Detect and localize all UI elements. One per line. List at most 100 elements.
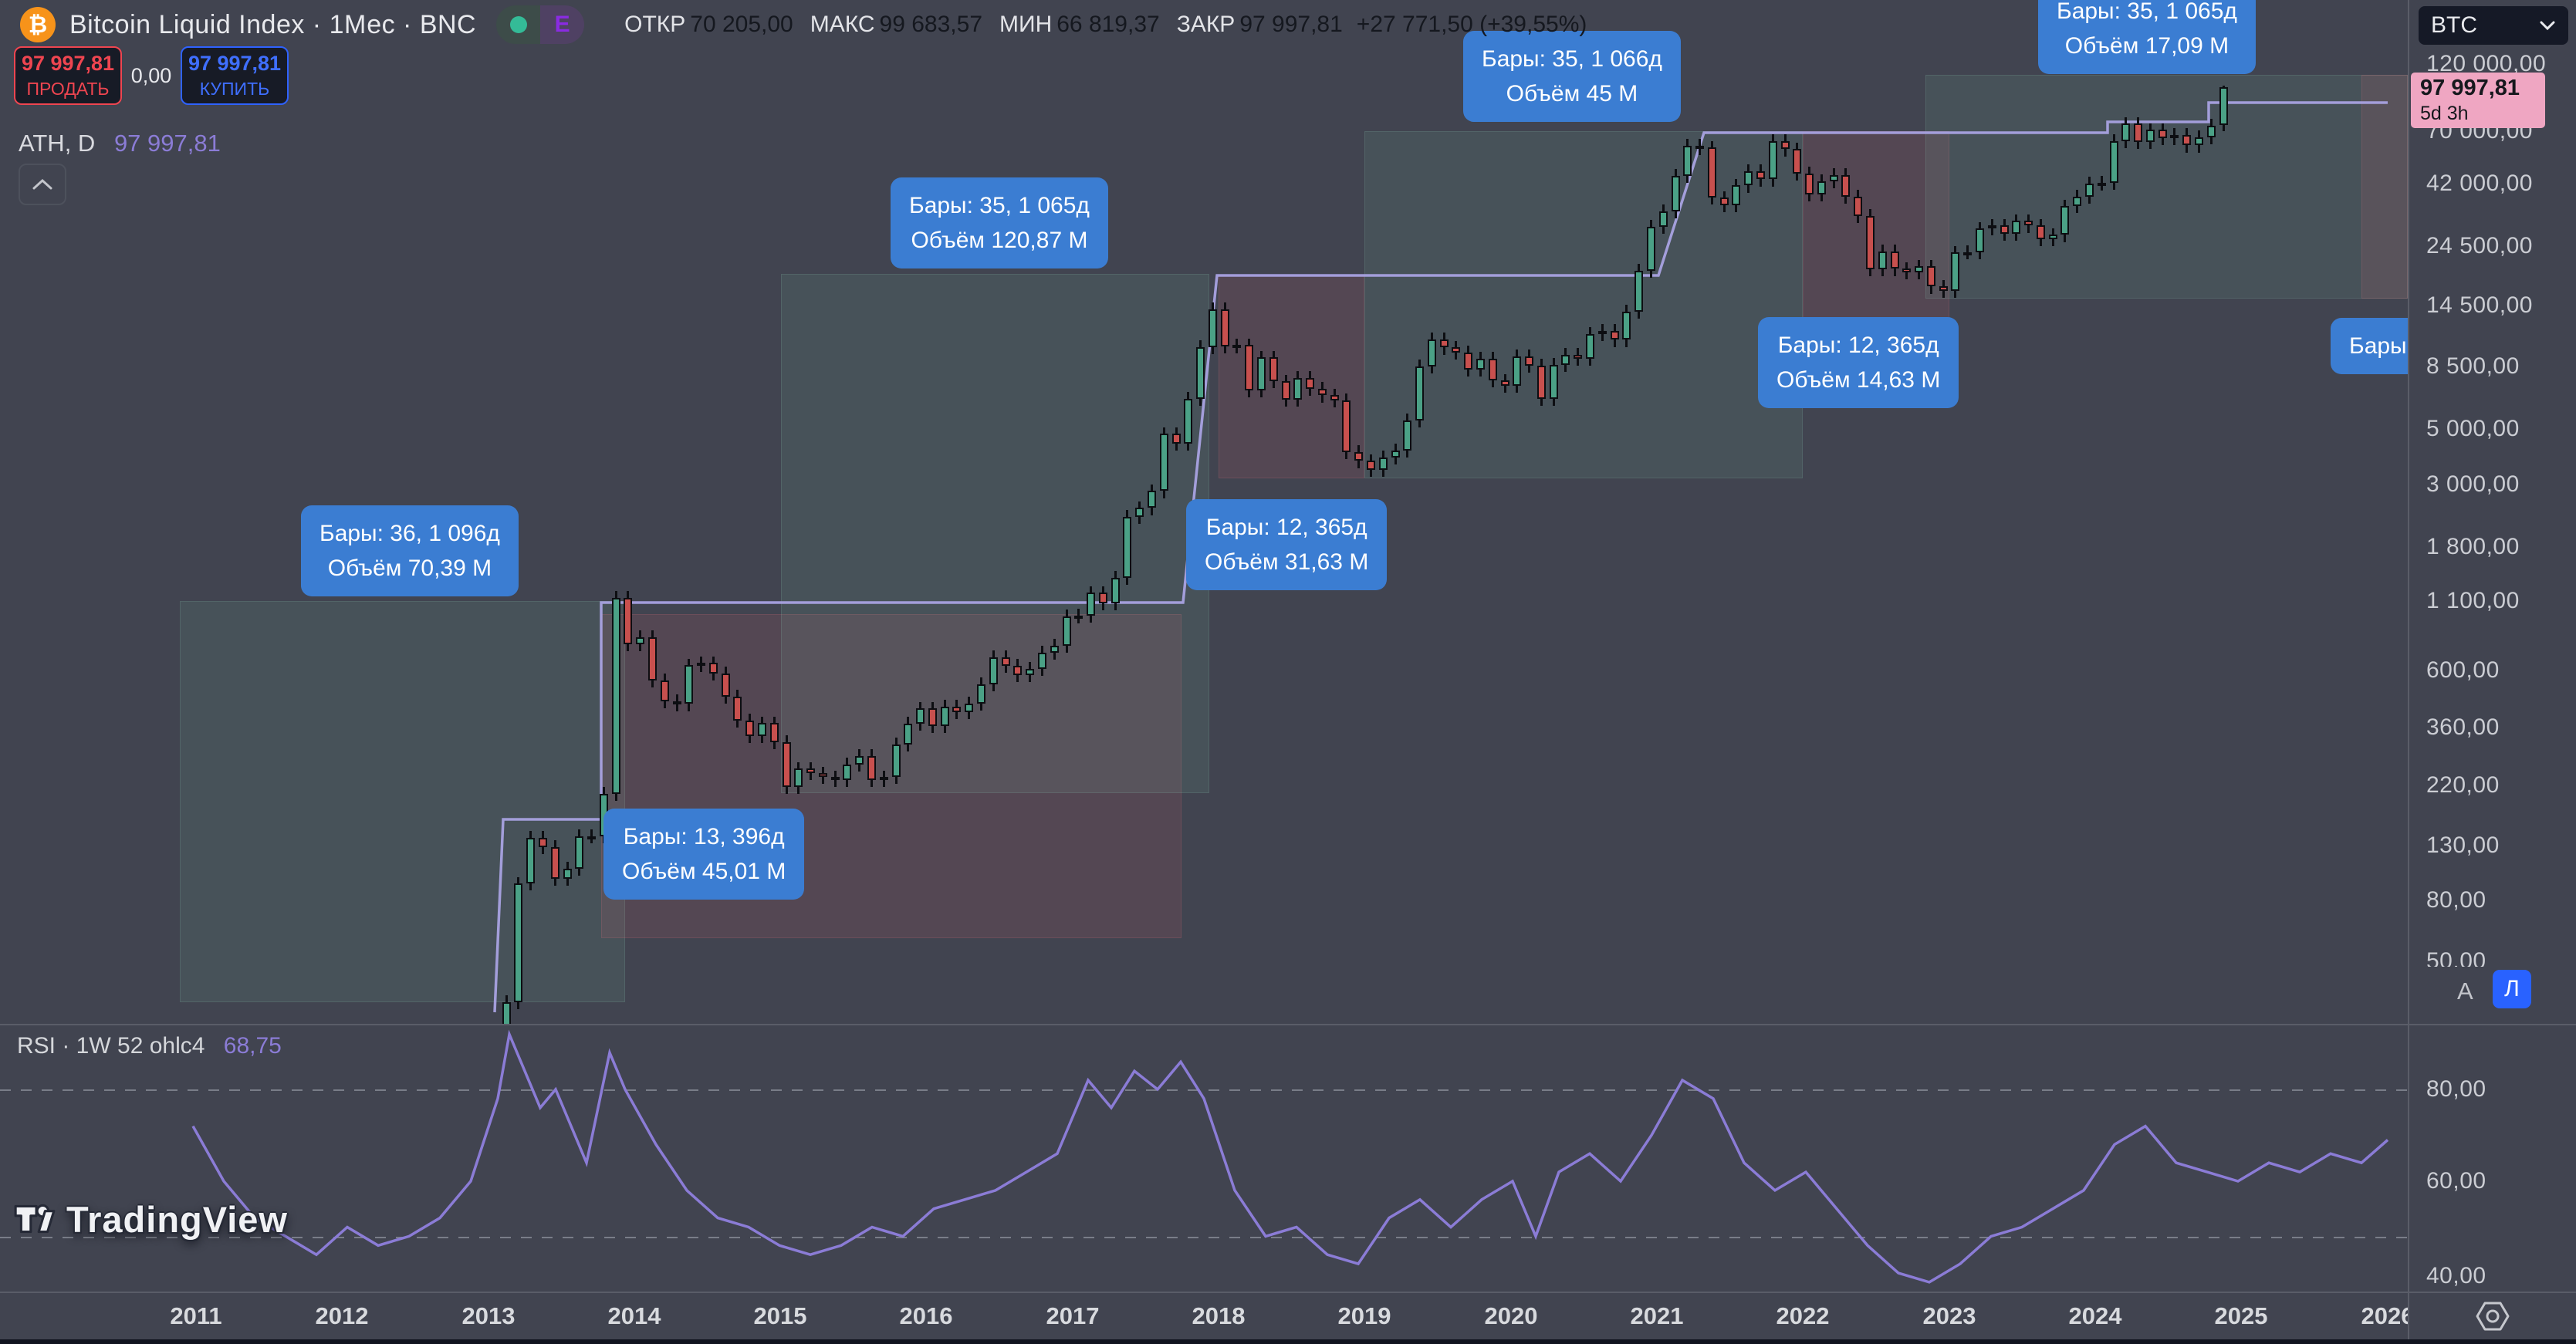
candle-body-up	[1074, 615, 1083, 619]
currency-dropdown[interactable]: BTC	[2419, 6, 2568, 45]
collapse-panel-button[interactable]	[19, 164, 66, 205]
candle-body-down	[1536, 365, 1546, 399]
year-tick: 2018	[1192, 1302, 1246, 1329]
rsi-band-line	[0, 1237, 2408, 1238]
measure-label[interactable]: Бары: 35, 1 066д Объём 45 М	[1463, 31, 1681, 122]
rsi-tick: 40,00	[2426, 1263, 2486, 1288]
candle-body-down	[1500, 380, 1509, 387]
candle-body-down	[1574, 354, 1583, 359]
candle-body-up	[611, 597, 620, 794]
candle-body-down	[1367, 461, 1375, 470]
candle-body-up	[685, 665, 694, 704]
candle-body-up	[1232, 345, 1242, 349]
candle-body-down	[1865, 215, 1875, 269]
chevron-down-icon	[2540, 21, 2555, 31]
measure-label[interactable]: Бары: 13, 396д Объём 45,01 М	[603, 809, 805, 900]
ohlc-value: 99 683,57	[879, 12, 983, 37]
candle-body-down	[1013, 665, 1023, 676]
candle-body-up	[1817, 181, 1826, 194]
candle-body-up	[843, 765, 852, 780]
measure-label-bars: Бары: 12, 365д	[1205, 515, 1367, 540]
auto-scale-button[interactable]: А	[2457, 978, 2473, 1005]
year-tick: 2021	[1630, 1302, 1684, 1329]
price-tick: 3 000,00	[2426, 471, 2520, 497]
market-status-toggle[interactable]: E	[496, 5, 585, 44]
measure-label[interactable]: Бары: 12, 365д Объём 31,63 М	[1186, 499, 1388, 590]
candle-body-down	[1317, 388, 1327, 396]
measure-label-bars: Бары: 36, 1 096д	[319, 521, 500, 546]
sell-label: ПРОДАТЬ	[26, 79, 110, 99]
candle-body-up	[2097, 182, 2106, 186]
measure-label[interactable]: Бары: 36, 1 096д Объём 70,39 М	[301, 505, 519, 596]
last-price-value: 97 997,81	[2420, 76, 2520, 100]
price-tick: 1 800,00	[2426, 534, 2520, 559]
price-tick: 120 000,00	[2426, 51, 2547, 76]
trade-buttons-row: 97 997,81 ПРОДАТЬ 0,00 97 997,81 КУПИТЬ	[14, 46, 289, 105]
bottom-strip	[0, 1339, 2576, 1344]
rsi-indicator-row[interactable]: RSI · 1W 52 ohlc4 68,75	[17, 1033, 282, 1059]
price-axis[interactable]: BTC 120 000,00 70 000,00 42 000,00 24 500,0…	[2408, 0, 2576, 1025]
ohlc-value: 66 819,37	[1056, 12, 1160, 37]
price-tick: 1 100,00	[2426, 588, 2520, 613]
year-tick: 2015	[753, 1302, 807, 1329]
candle-body-down	[1439, 339, 1449, 348]
log-scale-button[interactable]: Л	[2493, 970, 2531, 1008]
buy-button[interactable]: 97 997,81 КУПИТЬ	[181, 46, 289, 105]
candle-body-down	[2182, 134, 2192, 146]
price-tick: 42 000,00	[2426, 171, 2533, 196]
candle-body-up	[758, 723, 766, 736]
candle-body-down	[818, 773, 827, 778]
candle-body-up	[1415, 366, 1425, 421]
currency-dropdown-value: BTC	[2431, 12, 2477, 38]
time-axis-years[interactable]: 2011 2012 2013 2014 2015 2016 2017 2018 2019 2020…	[0, 1293, 2408, 1339]
gear-icon[interactable]	[2474, 1298, 2511, 1335]
candle-body-up	[575, 836, 584, 869]
measure-label[interactable]: Бары: 35, 1 065д Объём 120,87 М	[891, 177, 1108, 268]
price-tick: 130,00	[2426, 832, 2500, 858]
candle-body-up	[794, 768, 803, 787]
candle-body-down	[1719, 198, 1729, 205]
rsi-axis[interactable]: 80,00 60,00 40,00	[2408, 1025, 2576, 1292]
candle-body-down	[1171, 434, 1181, 444]
candle-body-up	[587, 836, 597, 839]
candle-body-down	[1330, 395, 1339, 401]
candle-body-down	[1306, 377, 1315, 389]
measure-label[interactable]: Бары: 12, 365д Объём 14,63 М	[1758, 317, 1959, 408]
candle-body-up	[2073, 196, 2082, 207]
candle-body-up	[1976, 228, 1984, 253]
candle-body-down	[769, 723, 779, 743]
main-chart-pane[interactable]: Бары: 36, 1 096д Объём 70,39 М Бары: 13, 3…	[0, 0, 2408, 1024]
candle-body-up	[1293, 377, 1303, 400]
price-tick: 5 000,00	[2426, 416, 2520, 441]
candle-body-down	[1525, 356, 1534, 366]
sell-button[interactable]: 97 997,81 ПРОДАТЬ	[14, 46, 122, 105]
candle-body-up	[2219, 87, 2228, 126]
candle-body-up	[1683, 145, 1692, 176]
market-open-dot-icon	[509, 16, 527, 33]
ohlc-label: ЗАКР	[1176, 12, 1236, 37]
candle-body-up	[1987, 225, 1996, 229]
ath-indicator-row[interactable]: ATH, D 97 997,81	[19, 130, 221, 157]
year-tick: 2023	[1922, 1302, 1976, 1329]
candle-body-up	[1878, 252, 1887, 269]
candle-body-down	[2024, 221, 2033, 226]
time-axis[interactable]: 2011 2012 2013 2014 2015 2016 2017 2018 2019 2020…	[0, 1292, 2576, 1339]
measure-label[interactable]: Бары: 35, 1 065д Объём 17,09 М	[2038, 0, 2256, 74]
candle-body-up	[916, 708, 925, 724]
rsi-pane[interactable]: RSI · 1W 52 ohlc4 68,75 TradingView	[0, 1025, 2408, 1292]
ohlc-change: +27 771,50 (+39,55%)	[1356, 12, 1587, 37]
price-tick: 8 500,00	[2426, 353, 2520, 379]
candle-body-up	[1658, 211, 1668, 227]
pane-divider[interactable]	[0, 1024, 2576, 1025]
price-tick: 80,00	[2426, 887, 2486, 913]
candle-body-down	[1488, 358, 1497, 381]
measure-label-bars: Бары:	[2349, 333, 2408, 359]
price-range-box-green	[1925, 75, 2408, 299]
measure-label-volume: Объём 120,87 М	[911, 228, 1088, 253]
bitcoin-logo-icon: ₿	[20, 7, 56, 42]
candle-body-down	[708, 663, 718, 674]
symbol-title[interactable]: Bitcoin Liquid Index · 1Мес · BNC	[69, 9, 477, 39]
candle-body-down	[1342, 400, 1351, 452]
candle-body-up	[1256, 357, 1266, 390]
measure-label[interactable]: Бары:	[2331, 318, 2408, 374]
